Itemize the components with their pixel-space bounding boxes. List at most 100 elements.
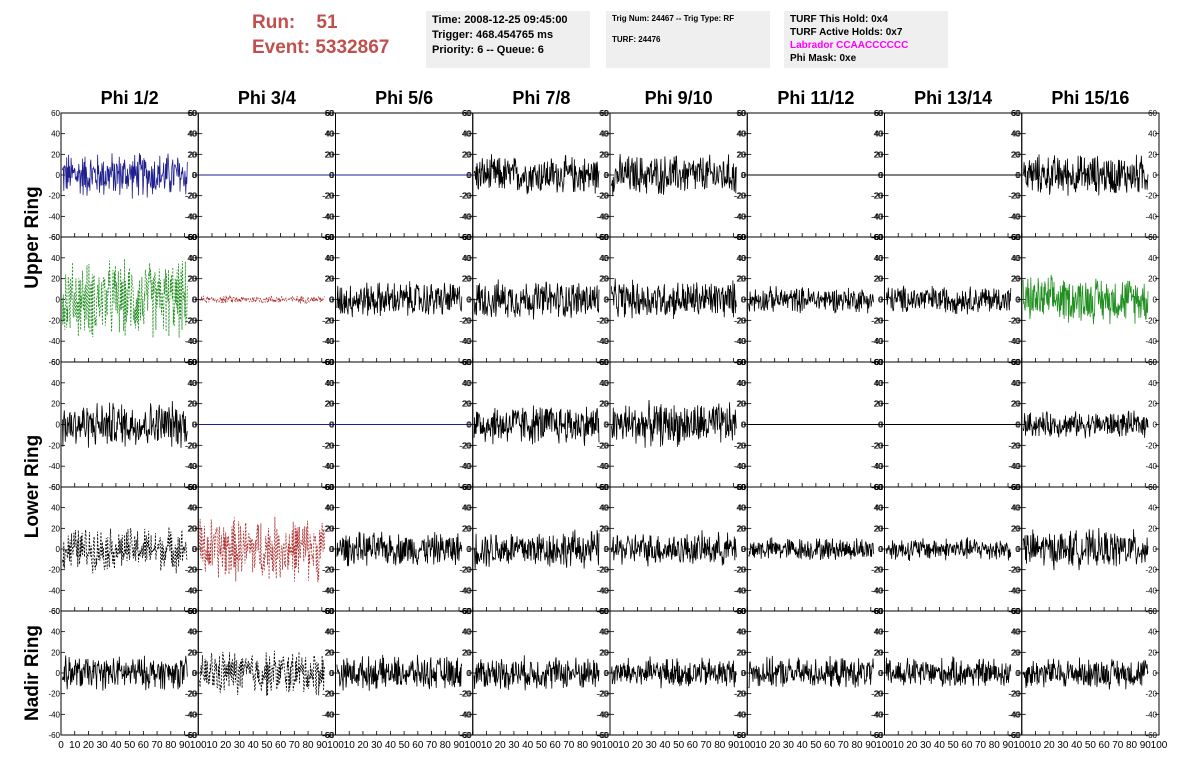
y-tick-label: 40 (187, 254, 196, 263)
y-tick-label: 40 (463, 254, 472, 263)
y-tick-label: -20 (185, 192, 197, 201)
y-tick-label: -20 (871, 192, 883, 201)
y-tick-label: -20 (735, 316, 747, 325)
y-tick-label: 20 (1148, 524, 1157, 533)
y-tick-label: -40 (185, 710, 197, 719)
y-tick-label: 0 (741, 296, 746, 305)
y-tick-label: 20 (875, 275, 884, 284)
y-tick-label: -40 (596, 586, 608, 595)
y-tick-label: 60 (1012, 607, 1021, 616)
y-tick-label: 40 (874, 130, 883, 139)
x-tick-label: 40 (797, 740, 809, 751)
y-tick-label: 60 (462, 358, 471, 367)
y-tick-label: 0 (741, 545, 746, 554)
y-tick-label: 0 (330, 296, 335, 305)
y-tick-label: 40 (1012, 504, 1021, 513)
y-tick-label: 20 (737, 524, 746, 533)
y-tick-label: -60 (735, 731, 747, 740)
y-tick-label: -40 (1008, 212, 1020, 221)
y-tick-label: 60 (325, 233, 334, 242)
x-tick-label: 100 (464, 740, 481, 751)
x-tick-label: 60 (687, 740, 699, 751)
y-tick-label: -20 (186, 441, 198, 450)
x-tick-label: 10 (618, 740, 630, 751)
run-row: Run: 51 (252, 10, 389, 35)
y-tick-label: -40 (734, 337, 746, 346)
y-tick-label: -40 (1009, 212, 1021, 221)
y-tick-label: 20 (463, 275, 472, 284)
y-tick-label: -20 (459, 192, 471, 201)
y-tick-label: 60 (1011, 607, 1020, 616)
run-label: Run: (252, 12, 296, 33)
y-tick-label: 60 (599, 358, 608, 367)
event-label: Event: (252, 37, 311, 58)
y-tick-label: 40 (1011, 254, 1020, 263)
y-tick-label: 40 (188, 504, 197, 513)
y-tick-label: -40 (322, 462, 334, 471)
y-tick-label: 0 (1153, 421, 1158, 430)
y-tick-label: -40 (460, 586, 472, 595)
y-tick-label: 0 (330, 171, 335, 180)
y-tick-label: 60 (188, 358, 197, 367)
x-tick-label: 60 (275, 740, 287, 751)
y-tick-label: 0 (192, 296, 197, 305)
y-tick-label: 60 (326, 483, 335, 492)
waveform-trace (1022, 527, 1149, 571)
y-tick-label: -40 (1008, 462, 1020, 471)
y-tick-label: 40 (462, 379, 471, 388)
x-tick-label: 30 (920, 740, 932, 751)
y-tick-label: 20 (51, 524, 60, 533)
y-tick-label: 0 (1153, 669, 1158, 678)
y-tick-label: 0 (741, 669, 746, 678)
x-tick-label: 90 (728, 740, 740, 751)
y-tick-label: 40 (1148, 379, 1157, 388)
waveform-trace (611, 530, 737, 567)
y-tick-label: -60 (323, 731, 335, 740)
y-tick-label: 20 (875, 648, 884, 657)
y-tick-label: 60 (600, 607, 609, 616)
y-tick-label: 40 (736, 379, 745, 388)
y-tick-label: 60 (187, 109, 196, 118)
y-tick-label: -20 (596, 690, 608, 699)
phi-column-title: Phi 5/6 (375, 88, 433, 108)
y-tick-label: -20 (322, 192, 334, 201)
y-tick-label: -40 (323, 337, 335, 346)
y-tick-label: 20 (463, 524, 472, 533)
y-tick-label: 20 (874, 648, 883, 657)
y-tick-label: 40 (1148, 254, 1157, 263)
y-tick-label: 0 (1015, 669, 1020, 678)
y-tick-label: 40 (325, 254, 334, 263)
y-tick-label: -20 (871, 316, 883, 325)
y-tick-label: -20 (596, 566, 608, 575)
y-tick-label: -20 (735, 192, 747, 201)
y-tick-label: -40 (872, 586, 884, 595)
y-tick-label: 0 (1016, 669, 1021, 678)
y-tick-label: -40 (459, 212, 471, 221)
y-tick-label: -60 (48, 607, 60, 616)
turf-info-box: TURF This Hold: 0x4 TURF Active Holds: 0… (784, 11, 948, 68)
y-tick-label: -60 (872, 731, 884, 740)
x-tick-label: 50 (536, 740, 548, 751)
x-tick-label: 100 (602, 740, 619, 751)
y-tick-label: 20 (188, 524, 197, 533)
y-tick-label: 40 (875, 628, 884, 637)
y-tick-label: -20 (186, 316, 198, 325)
y-tick-label: -40 (1009, 337, 1021, 346)
y-tick-label: 20 (326, 648, 335, 657)
y-tick-label: -20 (734, 690, 746, 699)
y-tick-label: -40 (871, 462, 883, 471)
y-tick-label: -20 (597, 316, 609, 325)
y-tick-label: 60 (874, 483, 883, 492)
y-tick-label: -40 (323, 462, 335, 471)
